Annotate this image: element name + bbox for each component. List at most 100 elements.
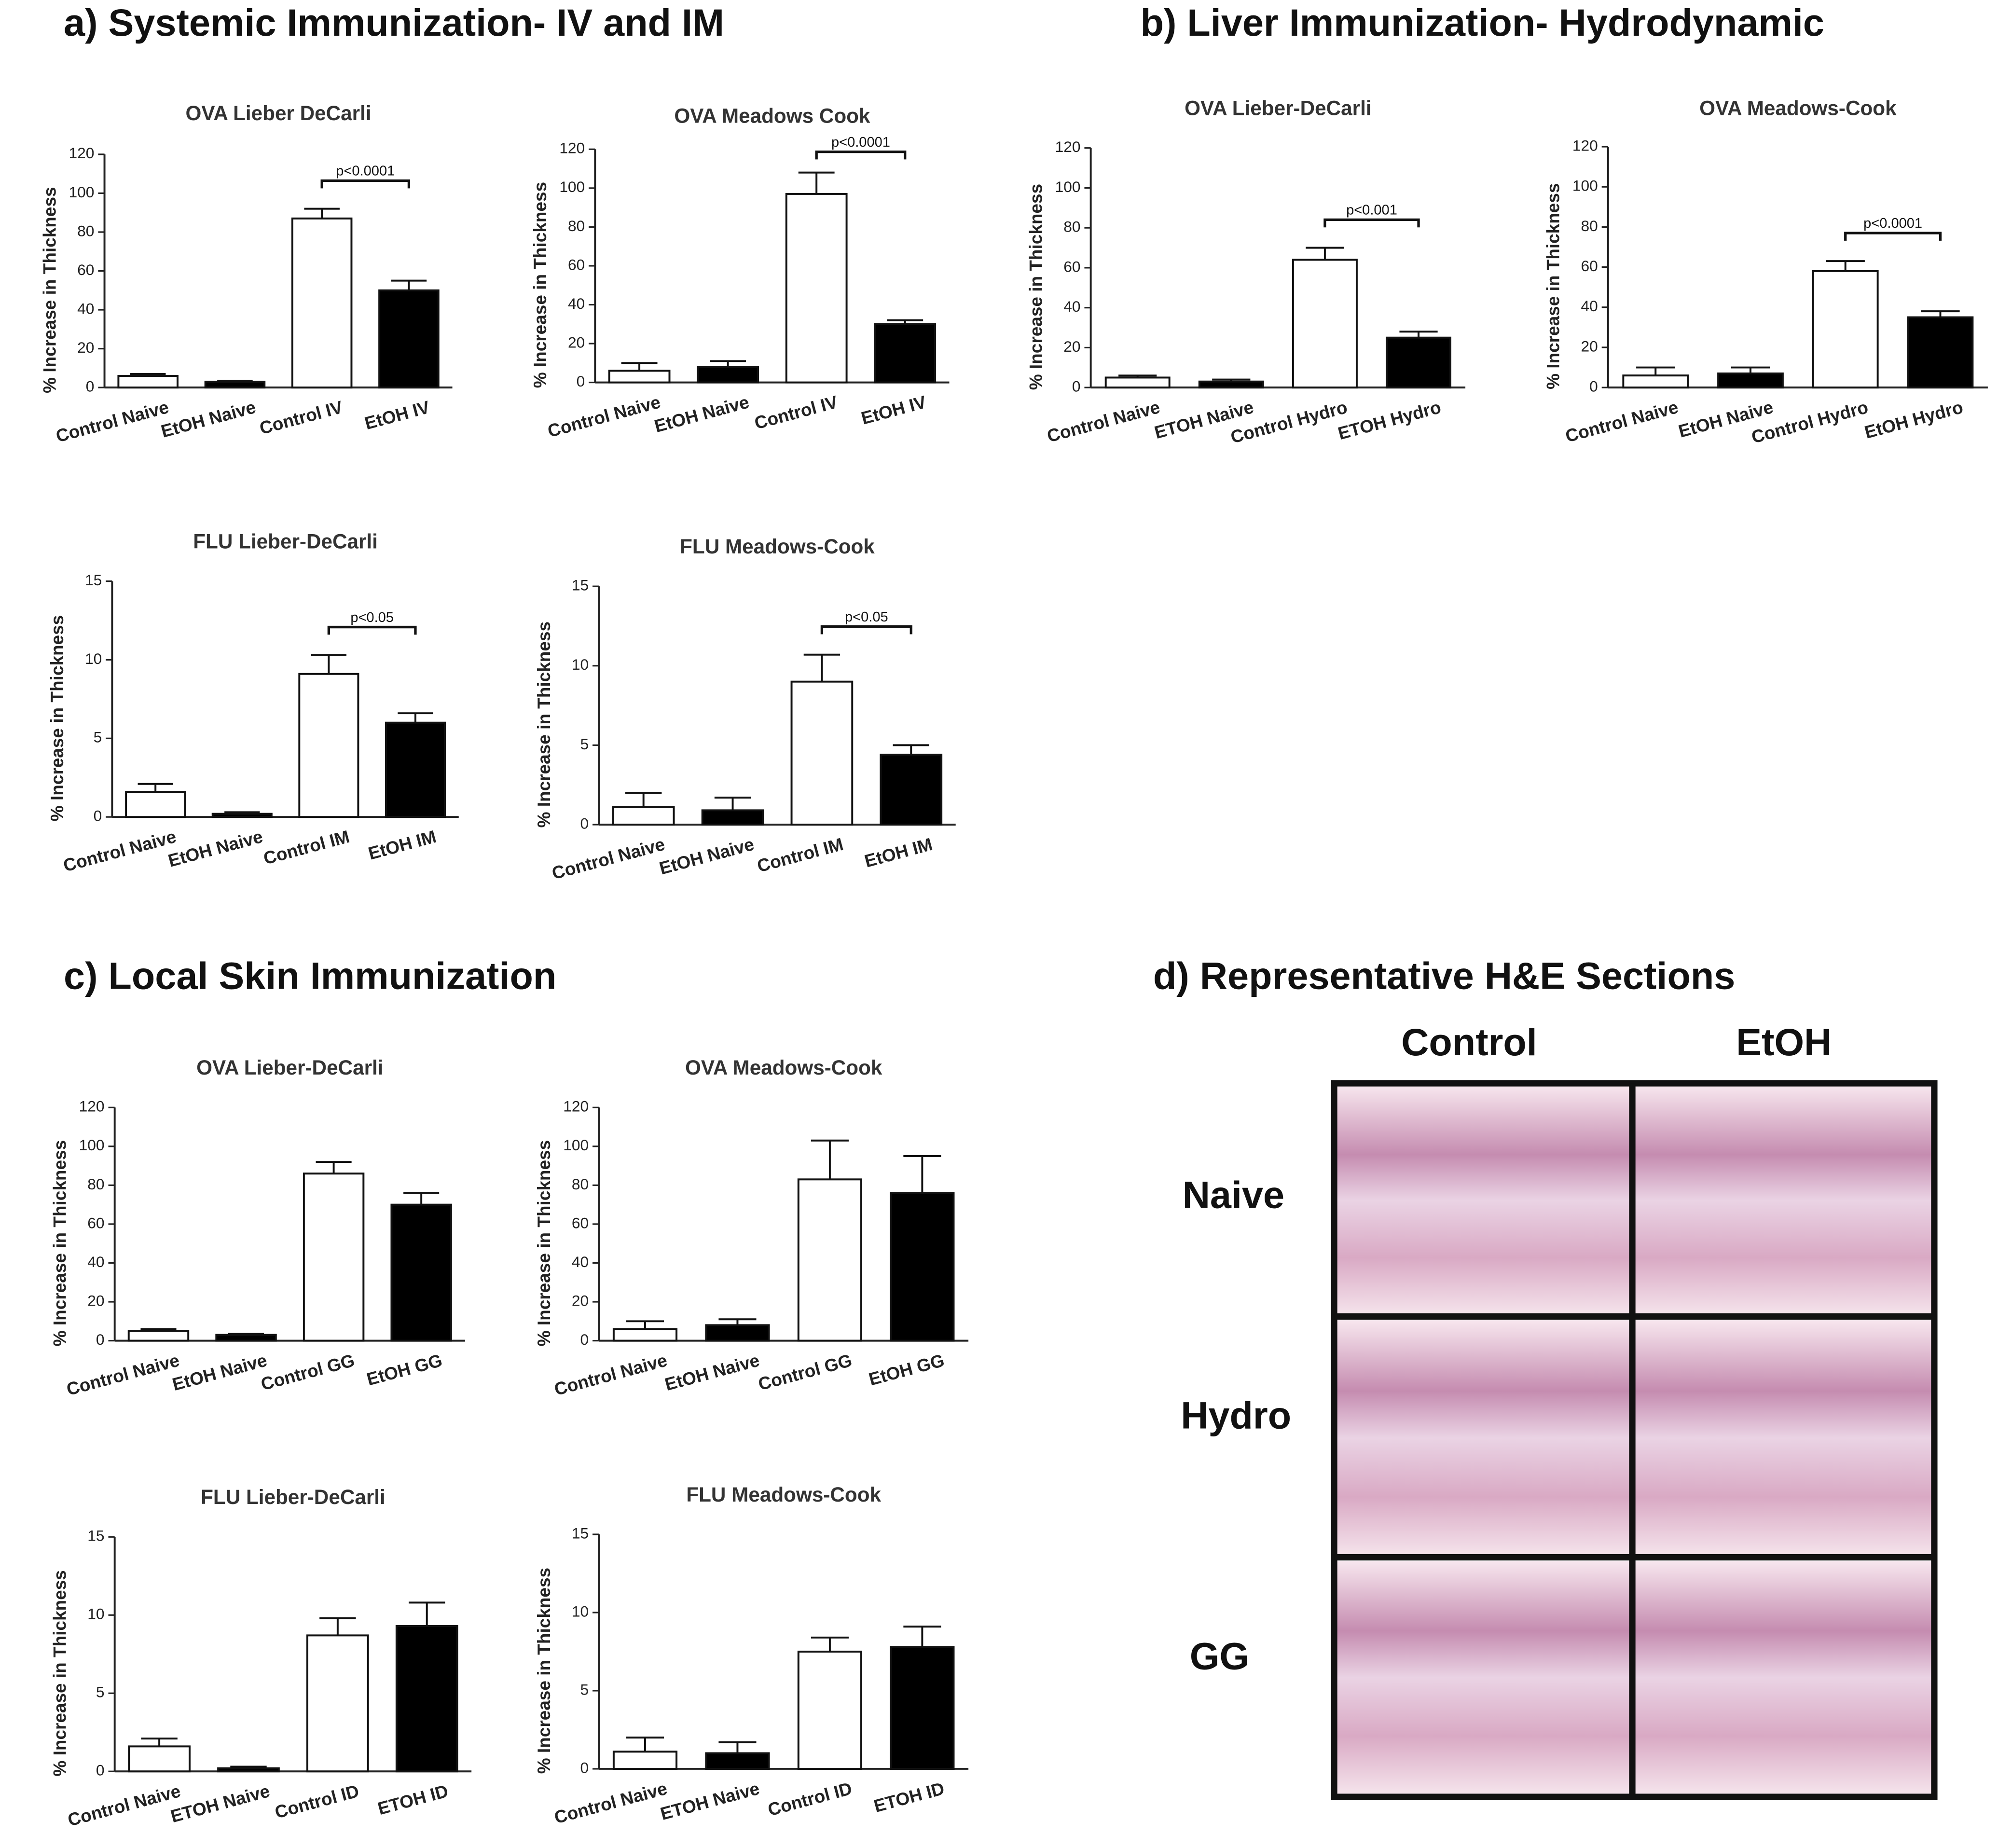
chart: OVA Lieber-DeCarli % Increase in Thicknes… [1026, 97, 1466, 447]
y-tick-label: 60 [1581, 257, 1598, 275]
y-tick-label: 0 [577, 372, 585, 390]
x-tick-label: EtOH Hydro [1862, 397, 1965, 442]
x-tick-label: ETOH Naive [168, 1781, 272, 1826]
column-label: EtOH [1736, 1021, 1832, 1063]
bar [390, 1203, 452, 1342]
x-tick-label: EtOH IM [862, 834, 934, 871]
bar [612, 1751, 678, 1770]
y-tick-label: 10 [87, 1605, 104, 1623]
bar [701, 809, 764, 826]
bar [890, 1646, 955, 1770]
y-axis-label: % Increase in Thickness [50, 1140, 70, 1346]
x-tick-label: Control Naive [66, 1781, 183, 1830]
chart: FLU Lieber-DeCarli % Increase in Thicknes… [50, 1486, 472, 1830]
significance-label: p<0.0001 [336, 164, 395, 179]
bar [608, 370, 671, 384]
significance-label: p<0.0001 [1863, 216, 1922, 231]
bar [117, 375, 179, 389]
y-tick-label: 5 [580, 1681, 589, 1698]
bar [785, 193, 848, 384]
y-axis-label: % Increase in Thickness [530, 182, 550, 388]
bar [1292, 259, 1358, 389]
significance-label: p<0.001 [1346, 203, 1397, 218]
bar [697, 366, 759, 384]
bar [1907, 316, 1974, 389]
y-tick-label: 60 [1063, 258, 1080, 275]
y-tick-label: 20 [568, 333, 585, 351]
y-tick-label: 80 [1581, 217, 1598, 234]
y-tick-label: 40 [572, 1253, 589, 1270]
y-tick-label: 120 [79, 1098, 105, 1115]
bar [1198, 380, 1264, 389]
bar [705, 1752, 770, 1770]
histology-image [1635, 1086, 1932, 1315]
y-tick-label: 40 [568, 295, 585, 312]
bar [395, 1625, 458, 1773]
column-label: Control [1401, 1021, 1537, 1063]
histology-image [1337, 1320, 1630, 1556]
row-label: Hydro [1181, 1394, 1291, 1437]
chart-title: FLU Lieber-DeCarli [193, 530, 378, 553]
significance-bracket [327, 625, 417, 635]
panel-heading: b) Liver Immunization- Hydrodynamic [1141, 1, 1824, 44]
significance-bracket [320, 179, 411, 189]
x-tick-label: Control Naive [1563, 397, 1681, 446]
y-tick-label: 0 [96, 1762, 105, 1779]
chart-title: OVA Meadows-Cook [1699, 97, 1897, 120]
significance-bracket [1844, 232, 1942, 241]
y-tick-label: 5 [94, 729, 102, 746]
y-tick-label: 60 [572, 1214, 589, 1231]
x-tick-label: ETOH ID [376, 1781, 451, 1819]
chart: OVA Meadows-Cook % Increase in Thickness 0… [1543, 97, 1988, 447]
chart-title: OVA Meadows-Cook [685, 1056, 882, 1079]
x-tick-label: Control ID [273, 1781, 361, 1822]
bar [797, 1650, 862, 1770]
chart-title: FLU Lieber-DeCarli [201, 1486, 386, 1508]
x-tick-label: Control Naive [552, 1350, 669, 1399]
y-tick-label: 10 [572, 656, 589, 673]
bar [612, 1328, 678, 1342]
y-tick-label: 80 [572, 1175, 589, 1193]
y-tick-label: 0 [580, 814, 589, 832]
x-tick-label: ETOH Hydro [1336, 397, 1443, 443]
chart: OVA Lieber DeCarli % Increase in Thicknes… [40, 102, 453, 446]
y-axis-label: % Increase in Thickness [534, 1568, 554, 1774]
bar [790, 680, 854, 826]
bar [385, 721, 446, 818]
x-tick-label: Control GG [756, 1350, 854, 1394]
y-axis-label: % Increase in Thickness [534, 1140, 554, 1346]
y-tick-label: 40 [1581, 297, 1598, 315]
x-tick-label: Control Naive [65, 1350, 182, 1399]
chart-title: OVA Lieber DeCarli [186, 102, 372, 124]
chart-title: OVA Meadows Cook [674, 104, 870, 127]
y-tick-label: 40 [1063, 298, 1080, 315]
y-tick-label: 100 [559, 178, 585, 195]
x-tick-label: Control Naive [54, 397, 171, 446]
y-tick-label: 0 [1072, 378, 1081, 395]
y-tick-label: 100 [69, 183, 95, 201]
significance-bracket [815, 150, 907, 160]
y-tick-label: 20 [87, 1292, 104, 1309]
bar [1717, 372, 1784, 389]
y-tick-label: 10 [572, 1602, 589, 1620]
y-tick-label: 60 [568, 256, 585, 273]
bar [612, 806, 675, 826]
x-tick-label: EtOH IM [366, 827, 438, 864]
y-tick-label: 0 [580, 1759, 589, 1776]
bar [880, 754, 943, 826]
significance-label: p<0.0001 [831, 135, 890, 150]
x-tick-label: Control IM [262, 827, 352, 869]
bar [303, 1172, 365, 1342]
y-tick-label: 80 [568, 217, 585, 234]
bar [1812, 270, 1879, 389]
he-panel: Control EtOH Naive Hydro GG [1181, 1021, 1938, 1800]
y-tick-label: 5 [96, 1683, 105, 1701]
y-tick-label: 120 [563, 1098, 589, 1115]
bar [705, 1324, 770, 1342]
x-tick-label: Control Naive [552, 1779, 669, 1828]
x-tick-label: EtOH Naive [663, 1350, 762, 1394]
y-tick-label: 5 [580, 735, 589, 753]
bar [298, 673, 359, 818]
